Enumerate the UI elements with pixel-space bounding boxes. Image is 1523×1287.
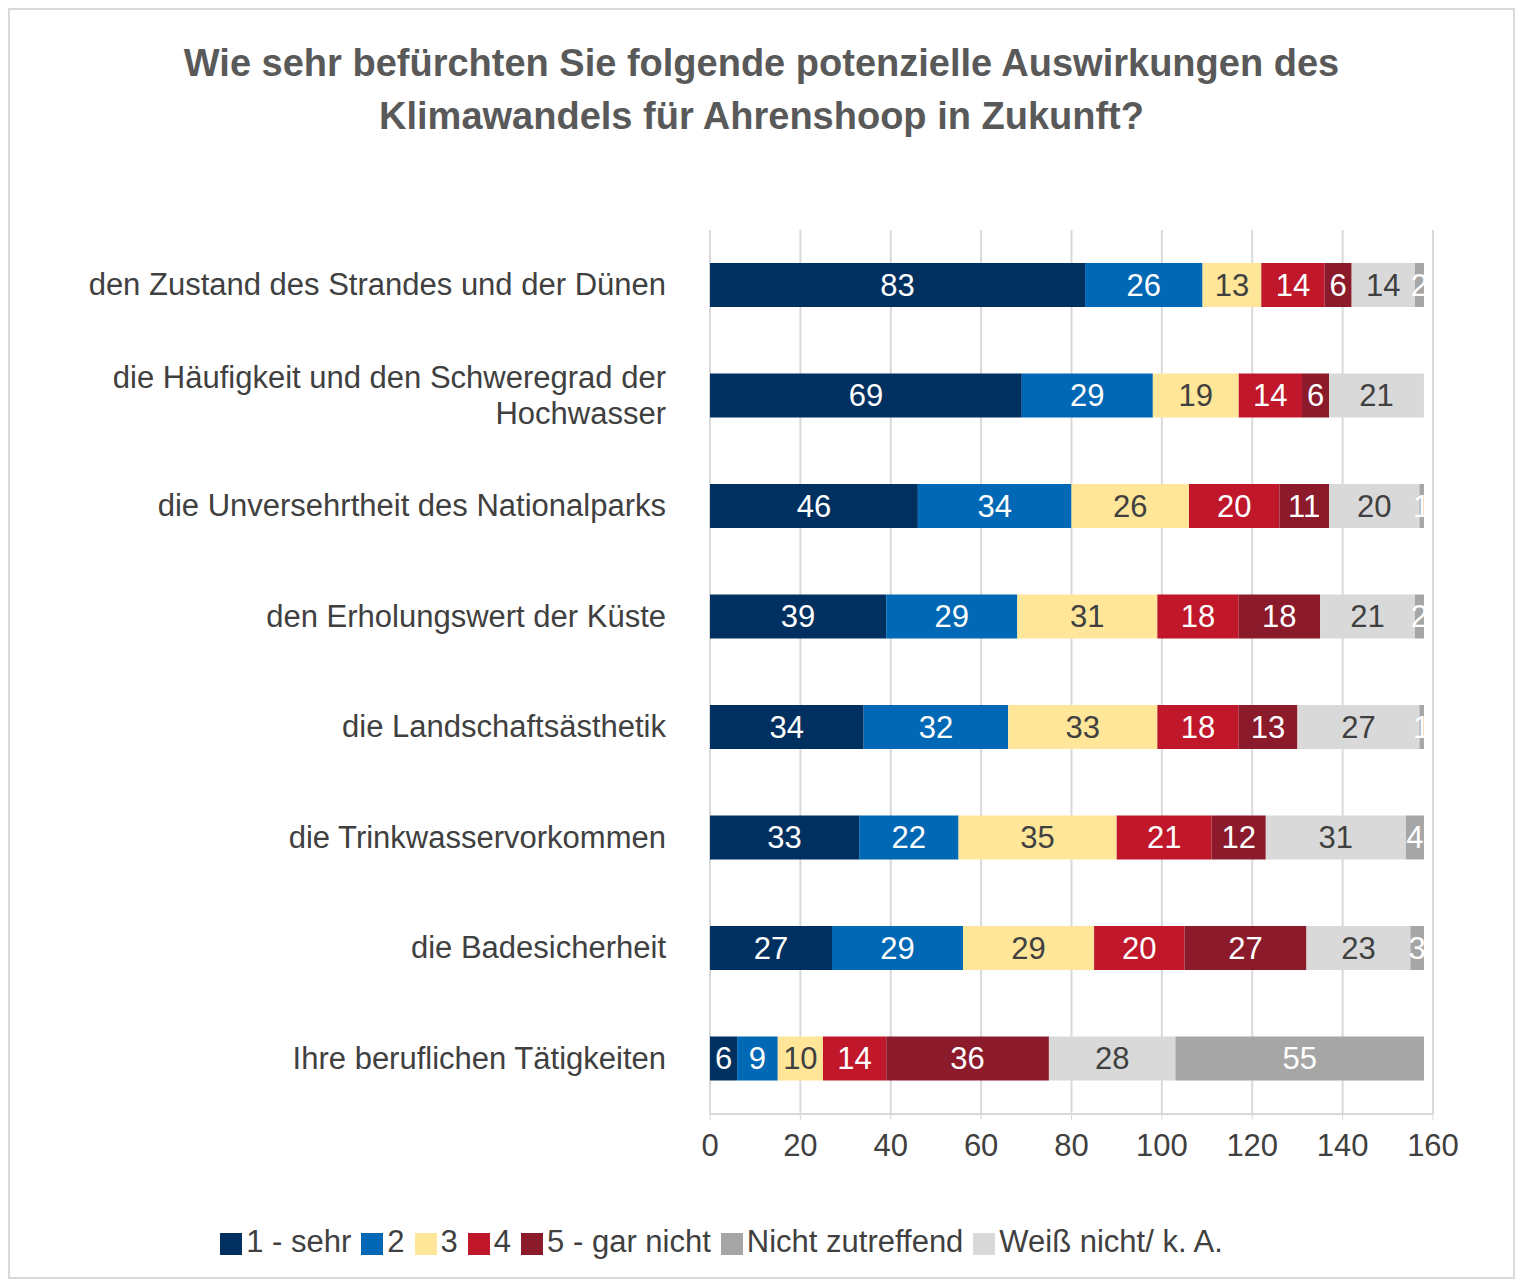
svg-text:9: 9 bbox=[749, 1041, 766, 1076]
svg-text:10: 10 bbox=[783, 1041, 817, 1076]
svg-text:60: 60 bbox=[964, 1128, 998, 1163]
svg-text:26: 26 bbox=[1127, 268, 1161, 303]
svg-text:12: 12 bbox=[1221, 820, 1255, 855]
svg-text:23: 23 bbox=[1341, 931, 1375, 966]
svg-text:0: 0 bbox=[701, 1128, 718, 1163]
svg-text:21: 21 bbox=[1147, 820, 1181, 855]
svg-text:83: 83 bbox=[880, 268, 914, 303]
svg-text:die Landschaftsästhetik: die Landschaftsästhetik bbox=[342, 709, 666, 744]
svg-text:31: 31 bbox=[1319, 820, 1353, 855]
svg-text:21: 21 bbox=[1359, 378, 1393, 413]
svg-text:46: 46 bbox=[797, 489, 831, 524]
svg-text:14: 14 bbox=[1253, 378, 1287, 413]
svg-text:35: 35 bbox=[1020, 820, 1054, 855]
svg-text:27: 27 bbox=[754, 931, 788, 966]
svg-text:39: 39 bbox=[781, 599, 815, 634]
svg-text:20: 20 bbox=[1357, 489, 1391, 524]
svg-text:140: 140 bbox=[1317, 1128, 1369, 1163]
svg-text:2: 2 bbox=[1411, 599, 1428, 634]
svg-text:14: 14 bbox=[1276, 268, 1310, 303]
svg-text:36: 36 bbox=[950, 1041, 984, 1076]
svg-text:2: 2 bbox=[1411, 268, 1428, 303]
svg-text:33: 33 bbox=[1066, 710, 1100, 745]
svg-text:32: 32 bbox=[919, 710, 953, 745]
svg-text:29: 29 bbox=[1011, 931, 1045, 966]
html-text:2: 2 bbox=[387, 1224, 405, 1259]
svg-text:160: 160 bbox=[1407, 1128, 1459, 1163]
html-text:1 - sehr: 1 - sehr bbox=[246, 1224, 352, 1259]
svg-text:27: 27 bbox=[1341, 710, 1375, 745]
svg-text:14: 14 bbox=[837, 1041, 871, 1076]
svg-text:den Erholungswert der Küste: den Erholungswert der Küste bbox=[266, 599, 666, 634]
svg-text:22: 22 bbox=[892, 820, 926, 855]
svg-text:6: 6 bbox=[1329, 268, 1346, 303]
svg-text:4: 4 bbox=[1406, 820, 1423, 855]
svg-text:29: 29 bbox=[1070, 378, 1104, 413]
html-text:Wie sehr befürchten Sie folgen: Wie sehr befürchten Sie folgende potenzi… bbox=[183, 41, 1340, 137]
svg-text:34: 34 bbox=[977, 489, 1011, 524]
svg-text:29: 29 bbox=[935, 599, 969, 634]
svg-text:80: 80 bbox=[1054, 1128, 1088, 1163]
svg-text:29: 29 bbox=[880, 931, 914, 966]
svg-text:3: 3 bbox=[1409, 931, 1426, 966]
html-text:3: 3 bbox=[440, 1224, 458, 1259]
svg-text:13: 13 bbox=[1251, 710, 1285, 745]
html-text:Weiß nicht/ k. A.: Weiß nicht/ k. A. bbox=[999, 1224, 1223, 1259]
svg-text:18: 18 bbox=[1181, 599, 1215, 634]
svg-text:31: 31 bbox=[1070, 599, 1104, 634]
svg-text:1: 1 bbox=[1413, 489, 1430, 524]
svg-text:20: 20 bbox=[783, 1128, 817, 1163]
html-text:Nicht zutreffend: Nicht zutreffend bbox=[746, 1224, 964, 1259]
svg-text:21: 21 bbox=[1350, 599, 1384, 634]
svg-text:11: 11 bbox=[1288, 489, 1320, 524]
svg-text:Ihre beruflichen Tätigkeiten: Ihre beruflichen Tätigkeiten bbox=[293, 1041, 666, 1076]
svg-text:27: 27 bbox=[1228, 931, 1262, 966]
svg-text:69: 69 bbox=[849, 378, 883, 413]
svg-text:120: 120 bbox=[1226, 1128, 1278, 1163]
svg-text:20: 20 bbox=[1122, 931, 1156, 966]
svg-text:die Häufigkeit und den Schwere: die Häufigkeit und den Schweregrad derHo… bbox=[113, 360, 666, 431]
svg-text:100: 100 bbox=[1136, 1128, 1188, 1163]
html-text:4: 4 bbox=[493, 1224, 512, 1259]
svg-text:die Badesicherheit: die Badesicherheit bbox=[411, 930, 666, 965]
svg-text:die Unversehrtheit des Nationa: die Unversehrtheit des Nationalparks bbox=[158, 488, 666, 523]
svg-text:die Trinkwasservorkommen: die Trinkwasservorkommen bbox=[289, 820, 666, 855]
svg-text:6: 6 bbox=[715, 1041, 732, 1076]
svg-text:55: 55 bbox=[1282, 1041, 1316, 1076]
svg-text:13: 13 bbox=[1215, 268, 1249, 303]
svg-text:28: 28 bbox=[1095, 1041, 1129, 1076]
svg-text:26: 26 bbox=[1113, 489, 1147, 524]
svg-text:14: 14 bbox=[1366, 268, 1400, 303]
svg-text:18: 18 bbox=[1262, 599, 1296, 634]
svg-text:1: 1 bbox=[1413, 710, 1430, 745]
html-text:5 - gar nicht: 5 - gar nicht bbox=[547, 1224, 711, 1259]
svg-text:19: 19 bbox=[1179, 378, 1213, 413]
svg-text:den Zustand des Strandes und d: den Zustand des Strandes und der Dünen bbox=[89, 267, 666, 302]
svg-text:33: 33 bbox=[767, 820, 801, 855]
svg-text:20: 20 bbox=[1217, 489, 1251, 524]
svg-text:40: 40 bbox=[874, 1128, 908, 1163]
svg-text:34: 34 bbox=[770, 710, 804, 745]
svg-text:18: 18 bbox=[1181, 710, 1215, 745]
svg-text:6: 6 bbox=[1307, 378, 1324, 413]
